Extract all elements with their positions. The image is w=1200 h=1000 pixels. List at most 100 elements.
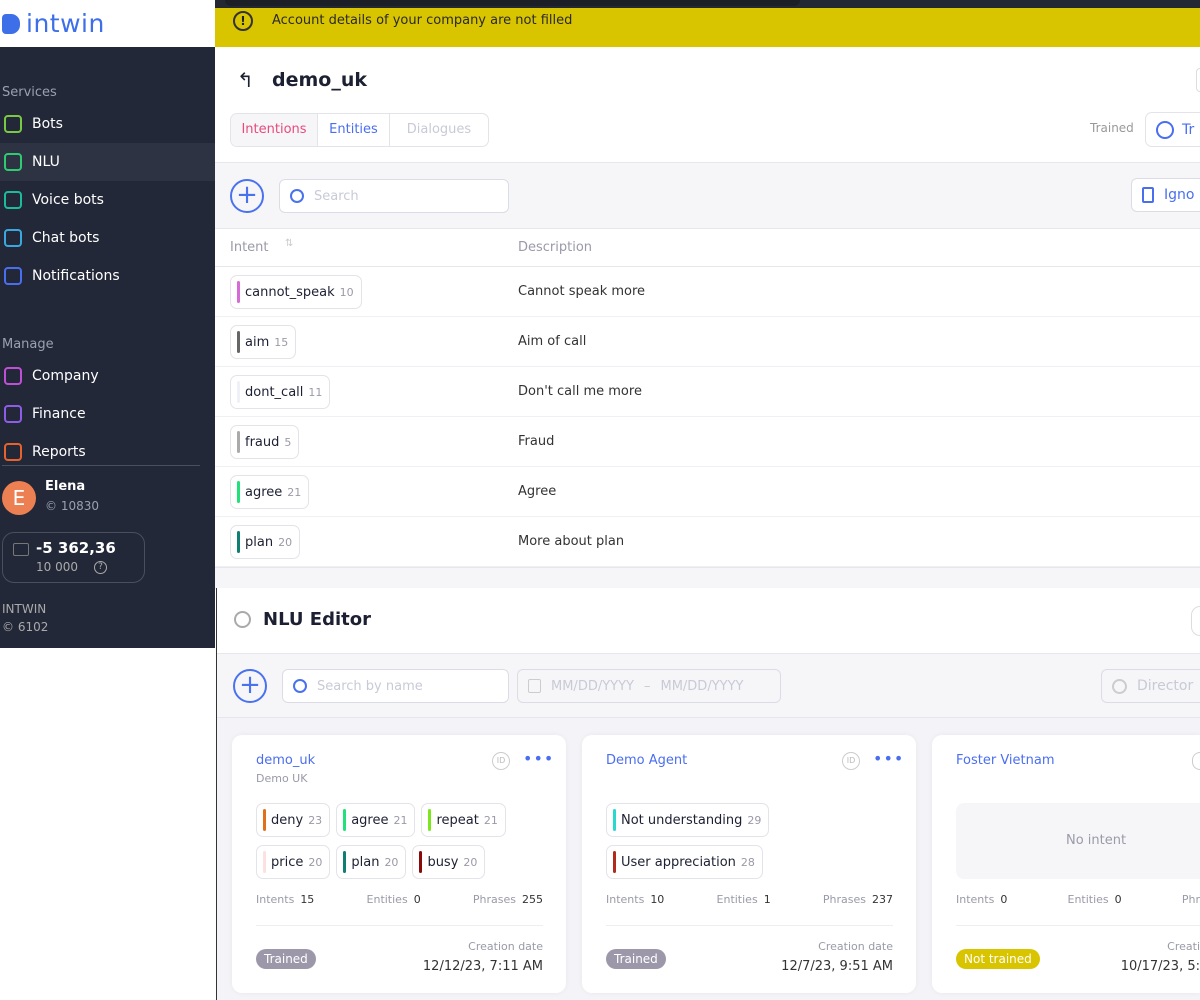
entities-stat: Entities 1 <box>717 893 771 906</box>
logo[interactable]: intwin <box>0 0 215 47</box>
intent-chip[interactable]: agree 21 <box>336 803 416 837</box>
stat-value: 10 <box>650 893 665 906</box>
intent-description: Agree <box>518 484 557 499</box>
agent-card[interactable]: Demo Agent ID ••• Not understanding 29 Use… <box>582 735 916 993</box>
sidebar-item-notifications[interactable]: Notifications <box>0 257 215 295</box>
intent-count: 23 <box>308 813 323 827</box>
sort-icon[interactable]: ⇅ <box>285 238 294 249</box>
sidebar-item-label: NLU <box>32 154 60 170</box>
date-separator: – <box>643 678 651 694</box>
column-intent[interactable]: Intent <box>230 240 269 255</box>
id-icon[interactable] <box>1192 752 1200 770</box>
agent-name[interactable]: Foster Vietnam <box>956 753 1055 768</box>
train-button[interactable]: Tr <box>1145 112 1200 147</box>
sidebar-item-voice-bots[interactable]: Voice bots <box>0 181 215 219</box>
sidebar-item-reports[interactable]: Reports <box>0 433 215 471</box>
id-icon[interactable]: ID <box>842 752 860 770</box>
editor-toolbar: + Search by name MM/DD/YYYY – MM/DD/YYYY D… <box>217 653 1200 718</box>
header-action-button[interactable] <box>1196 68 1200 92</box>
intent-name: aim <box>245 334 270 350</box>
agent-card[interactable]: demo_uk Demo UK ID ••• deny 23 agree 21 repe… <box>232 735 566 993</box>
sidebar-item-nlu[interactable]: NLU <box>0 143 215 181</box>
intent-chip[interactable]: price 20 <box>256 845 331 879</box>
table-footer <box>215 567 1200 589</box>
phone-icon <box>4 191 22 209</box>
intent-chip[interactable]: plan 20 <box>336 845 407 879</box>
avatar[interactable]: E <box>2 481 36 515</box>
intent-name: agree <box>245 484 283 500</box>
more-icon[interactable]: ••• <box>523 749 555 768</box>
intent-chip[interactable]: plan 20 <box>230 525 301 559</box>
color-marker <box>263 809 266 831</box>
intent-count: 21 <box>393 813 408 827</box>
tab-entities[interactable]: Entities <box>318 114 390 146</box>
id-icon[interactable]: ID <box>492 752 510 770</box>
tab-intentions[interactable]: Intentions <box>231 114 318 146</box>
stat-label: Intents <box>956 893 995 906</box>
search-by-name-input[interactable]: Search by name <box>282 669 509 703</box>
back-icon[interactable]: ↰ <box>237 68 254 92</box>
warning-banner: ! Account details of your company are no… <box>215 0 1200 47</box>
tabs: Intentions Entities Dialogues <box>230 113 489 147</box>
brain-icon <box>234 611 251 628</box>
date-range-input[interactable]: MM/DD/YYYY – MM/DD/YYYY <box>517 669 781 703</box>
stat-value: 15 <box>300 893 315 906</box>
table-row[interactable]: cannot_speak 10 Cannot speak more <box>215 267 1200 317</box>
divider <box>956 925 1200 926</box>
sidebar-item-chat-bots[interactable]: Chat bots <box>0 219 215 257</box>
intent-chip[interactable]: agree 21 <box>230 475 310 509</box>
agent-name[interactable]: demo_uk <box>256 753 316 768</box>
balance-box[interactable]: -5 362,36 10 000 ? <box>2 532 145 583</box>
divider <box>256 925 543 926</box>
ignore-button[interactable]: Igno <box>1131 178 1200 212</box>
intent-chip[interactable]: deny 23 <box>256 803 331 837</box>
creation-date-label: Creation date <box>818 940 893 953</box>
directory-button[interactable]: Director <box>1101 669 1200 703</box>
editor-action-button[interactable] <box>1191 606 1200 636</box>
agent-name[interactable]: Demo Agent <box>606 753 688 768</box>
table-row[interactable]: aim 15 Aim of call <box>215 317 1200 367</box>
intent-name: deny <box>271 812 304 828</box>
search-placeholder: Search by name <box>317 678 423 694</box>
sidebar-item-label: Finance <box>32 406 86 422</box>
services-label: Services <box>2 85 57 100</box>
intent-chip[interactable]: fraud 5 <box>230 425 300 459</box>
table-row[interactable]: plan 20 More about plan <box>215 517 1200 567</box>
divider <box>2 465 200 466</box>
brain-icon <box>4 153 22 171</box>
search-input[interactable]: Search <box>279 179 509 213</box>
intent-chip[interactable]: cannot_speak 10 <box>230 275 362 309</box>
entities-stat: Entities 0 <box>367 893 421 906</box>
table-row[interactable]: agree 21 Agree <box>215 467 1200 517</box>
intent-name: fraud <box>245 434 280 450</box>
stat-value: 1 <box>763 893 771 906</box>
intent-chip[interactable]: User appreciation 28 <box>606 845 763 879</box>
intent-chip[interactable]: dont_call 11 <box>230 375 331 409</box>
sidebar-item-bots[interactable]: Bots <box>0 105 215 143</box>
add-intent-button[interactable]: + <box>230 179 264 213</box>
intent-chip[interactable]: aim 15 <box>230 325 297 359</box>
intent-count: 20 <box>308 855 323 869</box>
color-marker <box>237 431 240 453</box>
sidebar-item-company[interactable]: Company <box>0 357 215 395</box>
date-to: MM/DD/YYYY <box>660 678 744 694</box>
stat-label: Entities <box>366 893 408 906</box>
more-icon[interactable]: ••• <box>873 749 905 768</box>
sidebar-item-finance[interactable]: Finance <box>0 395 215 433</box>
sidebar-item-label: Chat bots <box>32 230 100 246</box>
agent-card[interactable]: Foster Vietnam No intent Intents 0 Entitie… <box>932 735 1200 993</box>
user-id-value: 10830 <box>60 499 100 513</box>
color-marker <box>237 331 240 353</box>
tab-dialogues[interactable]: Dialogues <box>406 122 472 137</box>
train-label: Tr <box>1182 121 1195 138</box>
table-row[interactable]: fraud 5 Fraud <box>215 417 1200 467</box>
intent-name: cannot_speak <box>245 284 335 300</box>
add-agent-button[interactable]: + <box>233 669 267 703</box>
help-icon[interactable]: ? <box>94 561 107 574</box>
brain-icon <box>1156 120 1174 139</box>
intent-count: 20 <box>384 855 399 869</box>
intent-chip[interactable]: repeat 21 <box>421 803 506 837</box>
intent-chip[interactable]: busy 20 <box>412 845 486 879</box>
intent-chip[interactable]: Not understanding 29 <box>606 803 770 837</box>
table-row[interactable]: dont_call 11 Don't call me more <box>215 367 1200 417</box>
